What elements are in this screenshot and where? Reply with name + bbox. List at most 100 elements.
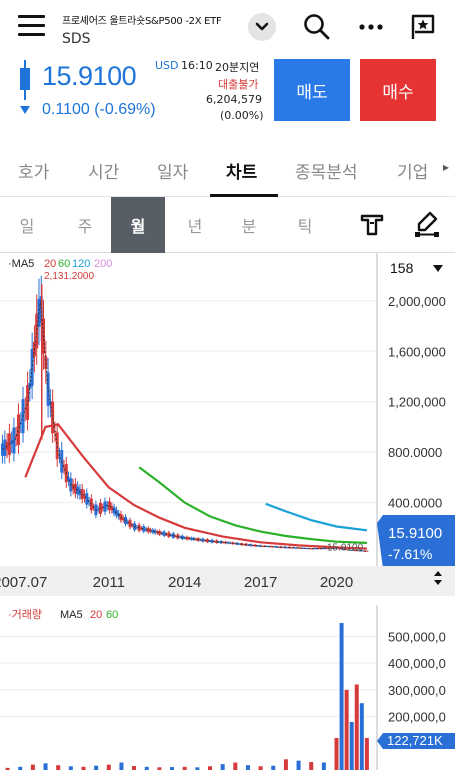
volume-bar bbox=[344, 689, 349, 770]
volume-bar bbox=[283, 759, 288, 770]
flag-star-icon[interactable] bbox=[408, 12, 438, 42]
candle-body bbox=[3, 439, 7, 456]
price-legend-item: 120 bbox=[72, 258, 90, 270]
candle-body bbox=[274, 546, 278, 548]
candle-body bbox=[210, 539, 214, 543]
candle-body bbox=[67, 477, 71, 481]
volume-bar bbox=[5, 767, 10, 770]
candle-body bbox=[73, 483, 77, 494]
candle-body bbox=[349, 549, 353, 551]
volume-bar bbox=[43, 763, 48, 770]
candle-body bbox=[55, 432, 59, 460]
volume-value: 6,204,579 bbox=[206, 93, 262, 106]
candle-body bbox=[290, 547, 294, 549]
date-axis-band bbox=[0, 566, 455, 596]
candle-body bbox=[174, 536, 178, 538]
draw-tool-icon[interactable] bbox=[410, 207, 444, 241]
volume-bar bbox=[18, 766, 23, 770]
candle-body bbox=[135, 527, 139, 529]
candle-body bbox=[87, 501, 91, 503]
stock-chart[interactable]: 2,000,000 1,600,000 1,200,000 800.0000 400.0… bbox=[0, 253, 455, 770]
candle-body bbox=[169, 535, 173, 537]
current-price: 15.9100 bbox=[42, 61, 137, 91]
candle-icon bbox=[18, 60, 32, 100]
date-axis: 2007.07 2011 2014 2017 2020 bbox=[0, 566, 455, 596]
volume-bar bbox=[296, 760, 301, 770]
ticker-symbol: SDS bbox=[62, 31, 91, 47]
volume-bar bbox=[339, 623, 344, 770]
date-tick-label: 2017 bbox=[244, 574, 277, 591]
candle-body bbox=[46, 372, 50, 406]
date-tick-label: 2014 bbox=[168, 574, 201, 591]
tab-orderbook[interactable]: 호가 bbox=[18, 163, 50, 183]
volume-bar bbox=[170, 767, 175, 770]
candle-body bbox=[313, 548, 317, 550]
candle-body bbox=[306, 548, 310, 550]
volume-legend-item: 20 bbox=[90, 609, 102, 621]
candle-body bbox=[108, 501, 112, 511]
menu-icon[interactable] bbox=[18, 15, 45, 37]
volume-bar bbox=[321, 762, 326, 770]
more-icon[interactable] bbox=[356, 12, 386, 42]
candle-body bbox=[194, 538, 198, 540]
more-tabs-icon[interactable]: ▸ bbox=[443, 160, 450, 174]
current-price-badge-value: 15.9100 bbox=[388, 525, 442, 542]
chevron-down-icon[interactable] bbox=[248, 13, 276, 41]
candle-body bbox=[201, 538, 205, 542]
series-line-ma60 bbox=[138, 466, 367, 544]
candle-body bbox=[338, 548, 342, 550]
tab-time[interactable]: 시간 bbox=[88, 163, 120, 183]
tab-analysis[interactable]: 종목분석 bbox=[295, 163, 358, 183]
candle-body bbox=[297, 547, 301, 549]
candle-body bbox=[237, 543, 241, 545]
period-month[interactable]: 월 bbox=[111, 197, 165, 253]
down-arrow-icon bbox=[20, 106, 30, 114]
candle-body bbox=[253, 544, 257, 547]
max-price-label: 2,131.2000 bbox=[44, 271, 94, 282]
period-day[interactable]: 일 bbox=[19, 217, 35, 236]
candle-body bbox=[30, 348, 34, 386]
date-range-sort-icon bbox=[434, 571, 442, 585]
current-price-badge bbox=[377, 515, 455, 569]
period-year[interactable]: 년 bbox=[187, 217, 203, 236]
candle-body bbox=[139, 528, 143, 530]
volume-panel: 500,000,0 400,000,0 300,000,0 200,000,0 ·거래량… bbox=[0, 605, 455, 770]
volume-tick-label: 500,000,0 bbox=[388, 629, 446, 644]
volume-legend-item: ·거래량 bbox=[8, 608, 42, 621]
candle-body bbox=[16, 414, 20, 445]
candle-body bbox=[233, 543, 237, 545]
candle-body bbox=[178, 536, 182, 538]
candle-body bbox=[365, 550, 369, 552]
volume-current-badge bbox=[377, 733, 455, 749]
sell-button[interactable]: 매도 bbox=[274, 59, 350, 121]
price-change: 0.1100 (-0.69%) bbox=[42, 101, 156, 118]
candle-body bbox=[205, 539, 209, 543]
candle-body bbox=[221, 542, 225, 544]
buy-button[interactable]: 매수 bbox=[360, 59, 436, 121]
search-icon[interactable] bbox=[302, 12, 332, 42]
delay-label: 20분지연 bbox=[215, 61, 260, 74]
candle-body bbox=[281, 547, 285, 549]
candle-body bbox=[51, 401, 55, 434]
tab-company[interactable]: 기업 bbox=[397, 163, 429, 183]
indicator-settings-icon[interactable] bbox=[355, 207, 389, 241]
tab-daily[interactable]: 일자 bbox=[157, 163, 189, 183]
period-week[interactable]: 주 bbox=[77, 217, 93, 236]
current-change-badge-value: -7.61% bbox=[388, 546, 432, 562]
candle-body bbox=[217, 541, 221, 543]
candle-body bbox=[162, 531, 166, 536]
tab-chart[interactable]: 차트 bbox=[226, 163, 258, 183]
period-tick[interactable]: 틱 bbox=[297, 217, 313, 236]
candle-body bbox=[14, 435, 18, 438]
candle-body bbox=[35, 313, 39, 349]
volume-tick-label: 200,000,0 bbox=[388, 710, 446, 725]
candle-body bbox=[185, 536, 189, 540]
volume-bar bbox=[56, 765, 61, 770]
count-dropdown-icon bbox=[433, 265, 443, 272]
price-panel: 2,000,000 1,600,000 1,200,000 800.0000 400.0… bbox=[0, 253, 455, 569]
inline-last-price-label: 15.9100 bbox=[327, 542, 364, 553]
price-tick-label: 2,000,000 bbox=[388, 294, 446, 309]
candle-body bbox=[358, 550, 362, 552]
volume-bar bbox=[359, 703, 364, 770]
period-minute[interactable]: 분 bbox=[241, 217, 257, 236]
